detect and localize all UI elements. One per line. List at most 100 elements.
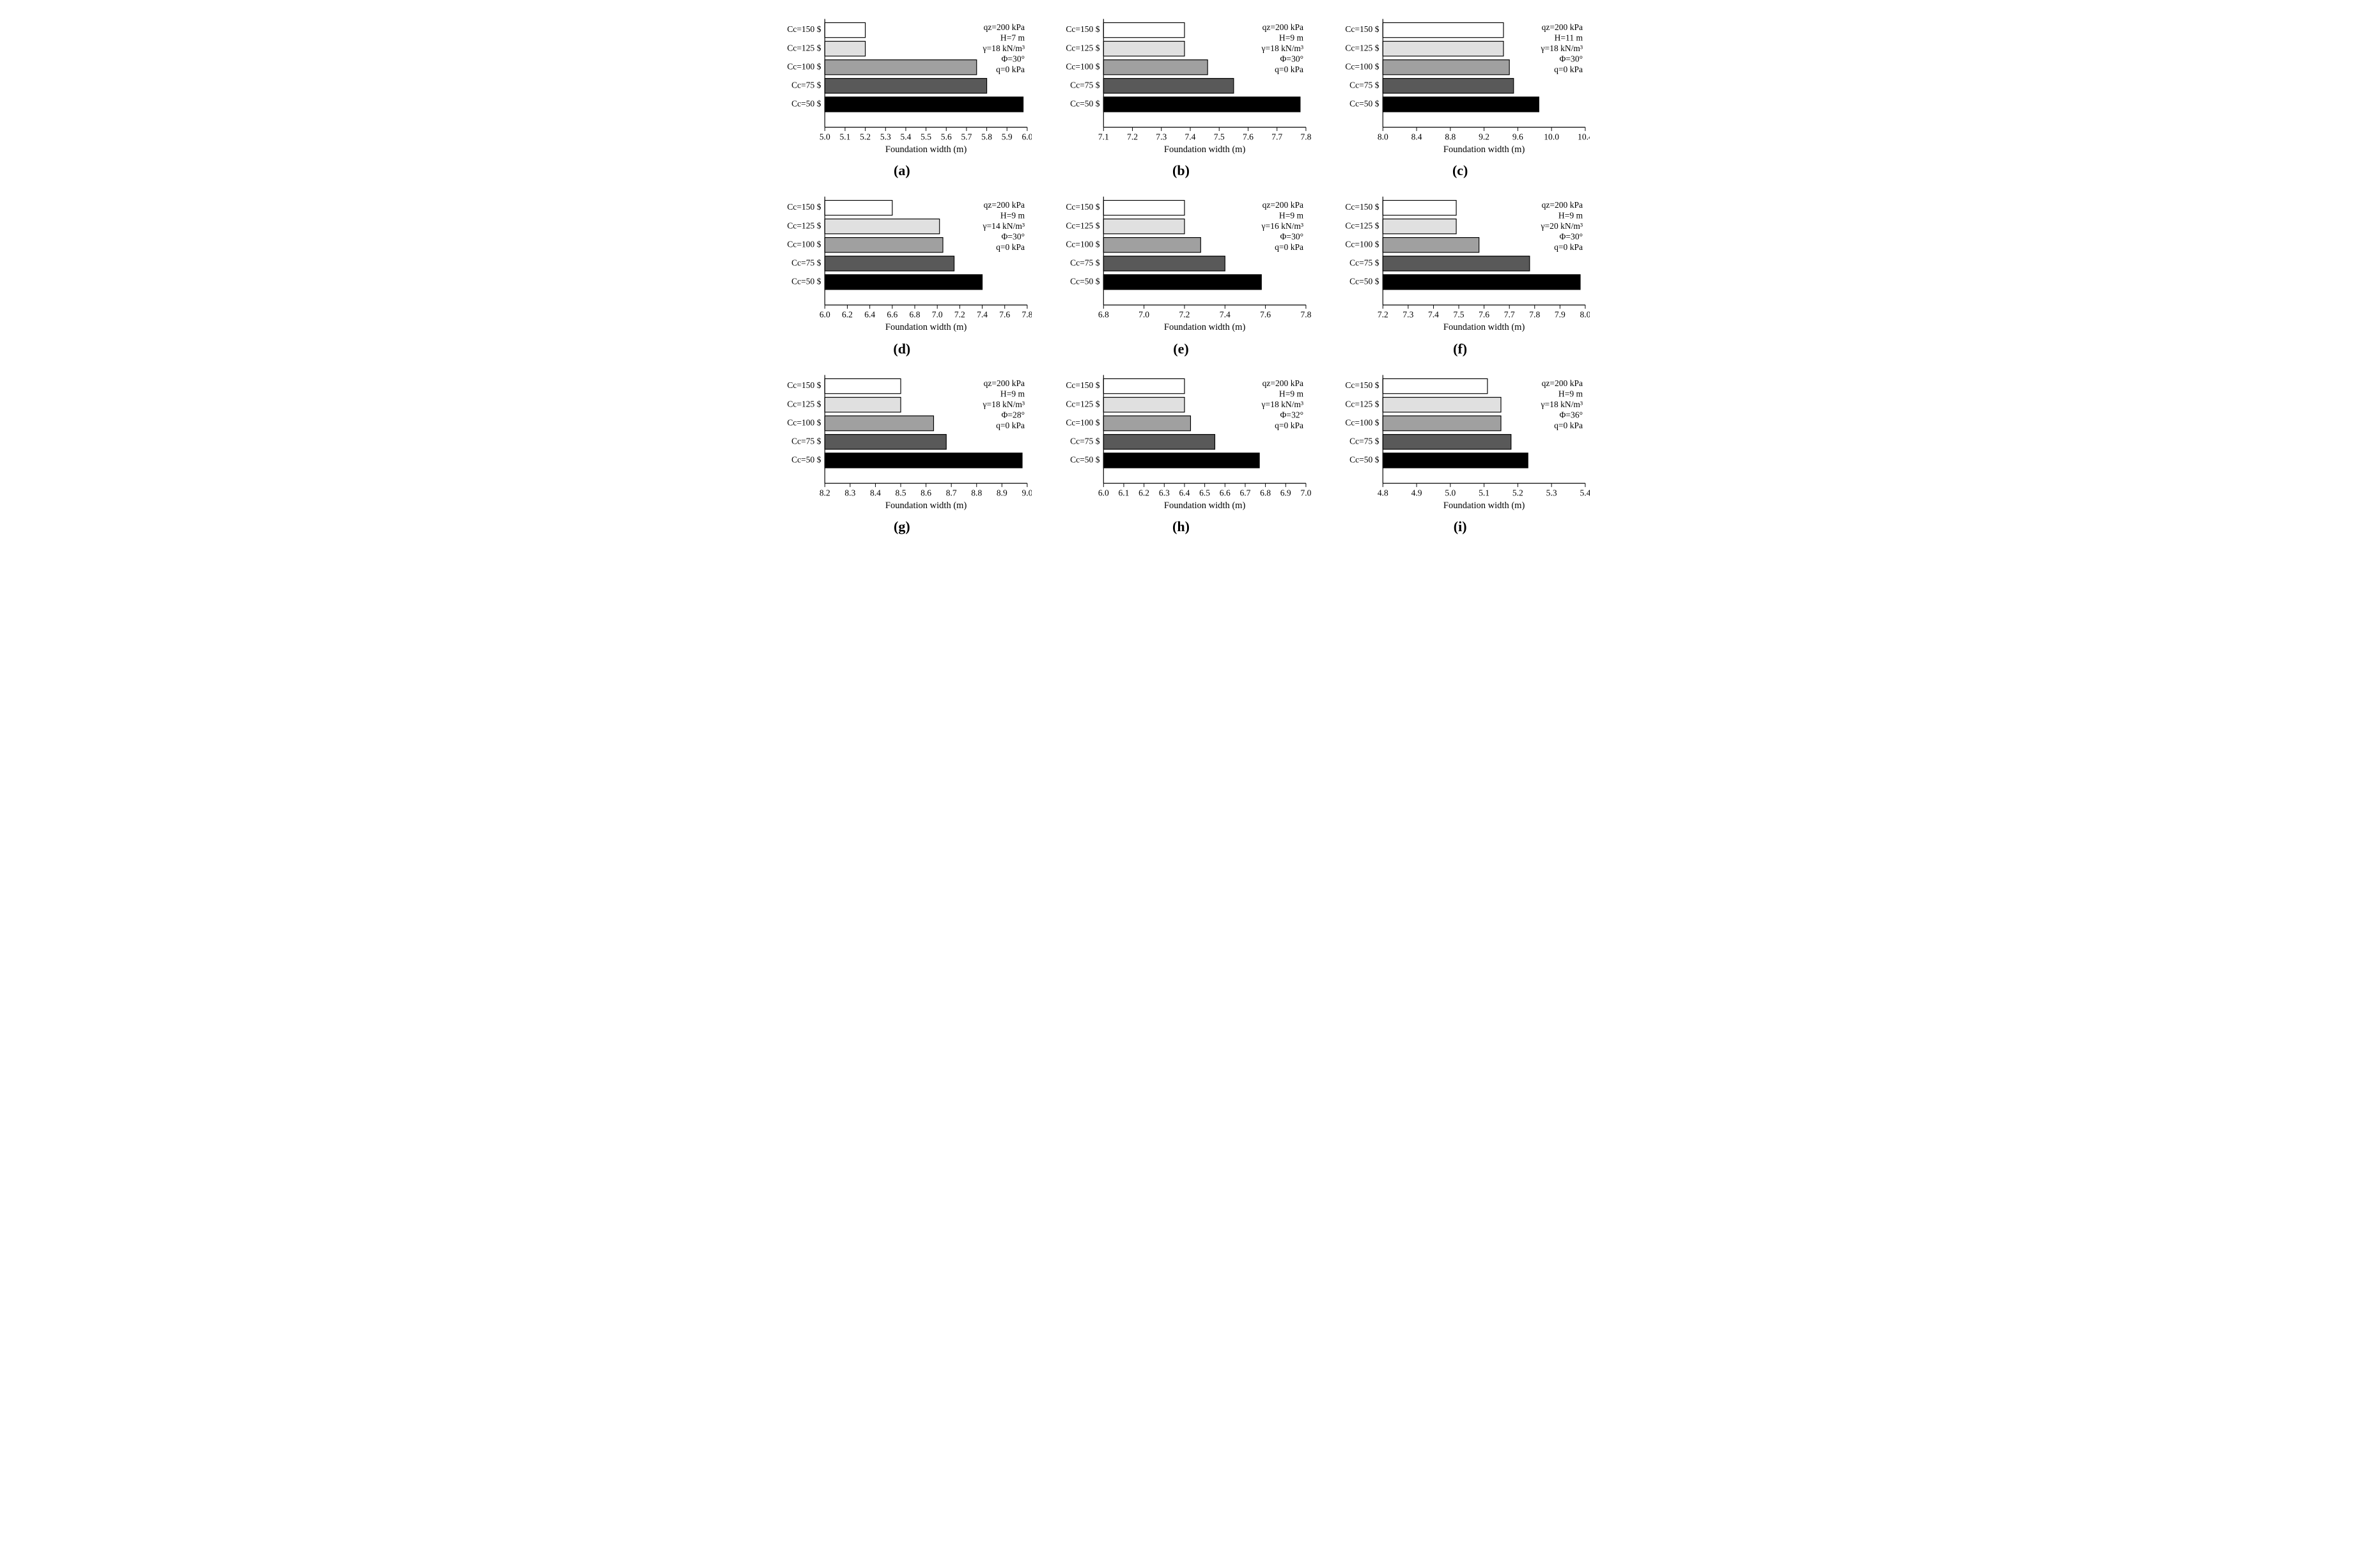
category-label: Cc=100 $ [1066, 240, 1099, 249]
x-tick-label: 8.7 [945, 488, 956, 497]
annotation-line: γ=18 kN/m³ [1261, 400, 1303, 409]
panel-sublabel-a: (a) [894, 162, 910, 179]
panel-e: Cc=150 $Cc=125 $Cc=100 $Cc=75 $Cc=50 $6.… [1051, 190, 1311, 357]
bar-i-4 [1383, 453, 1528, 467]
bar-h-4 [1103, 453, 1259, 467]
category-label: Cc=75 $ [1070, 80, 1100, 89]
chart-panel-g: Cc=150 $Cc=125 $Cc=100 $Cc=75 $Cc=50 $8.… [772, 369, 1032, 517]
x-tick-label: 7.2 [1378, 310, 1388, 320]
bar-c-1 [1383, 42, 1503, 56]
x-tick-label: 6.1 [1119, 488, 1130, 497]
annotation-line: q=0 kPa [996, 242, 1025, 252]
bar-i-3 [1383, 434, 1511, 449]
annotation-line: qz=200 kPa [1541, 22, 1582, 32]
category-label: Cc=75 $ [791, 80, 821, 89]
x-tick-label: 5.1 [839, 132, 850, 141]
x-tick-label: 6.8 [909, 310, 920, 320]
x-tick-label: 6.6 [1220, 488, 1231, 497]
bar-e-1 [1103, 219, 1185, 234]
annotation-line: H=9 m [1279, 389, 1304, 398]
bar-g-3 [825, 434, 946, 449]
category-label: Cc=50 $ [1349, 98, 1379, 108]
annotation-line: γ=16 kN/m³ [1261, 221, 1303, 231]
annotation-line: q=0 kPa [1554, 421, 1583, 430]
x-tick-label: 8.4 [869, 488, 880, 497]
bar-b-1 [1103, 42, 1185, 56]
annotation-line: qz=200 kPa [983, 200, 1024, 210]
bar-h-2 [1103, 415, 1190, 430]
category-label: Cc=75 $ [791, 436, 821, 446]
x-tick-label: 5.3 [1546, 488, 1557, 497]
chart-panel-h: Cc=150 $Cc=125 $Cc=100 $Cc=75 $Cc=50 $6.… [1051, 369, 1311, 517]
category-label: Cc=50 $ [791, 277, 821, 286]
annotation-line: Φ=30° [1559, 232, 1583, 242]
category-label: Cc=75 $ [1070, 436, 1100, 446]
annotation-line: H=9 m [1279, 33, 1304, 42]
chart-panel-a: Cc=150 $Cc=125 $Cc=100 $Cc=75 $Cc=50 $5.… [772, 13, 1032, 161]
annotation-line: H=9 m [1000, 211, 1025, 221]
bar-e-2 [1103, 238, 1200, 252]
x-tick-label: 7.3 [1402, 310, 1413, 320]
panel-sublabel-h: (h) [1172, 518, 1190, 535]
x-tick-label: 5.0 [1445, 488, 1456, 497]
x-tick-label: 8.9 [996, 488, 1007, 497]
panel-i: Cc=150 $Cc=125 $Cc=100 $Cc=75 $Cc=50 $4.… [1330, 369, 1590, 535]
annotation-line: H=11 m [1554, 33, 1583, 42]
annotation-line: γ=14 kN/m³ [982, 221, 1024, 231]
category-label: Cc=50 $ [1349, 454, 1379, 464]
bar-a-3 [825, 79, 986, 93]
panel-f: Cc=150 $Cc=125 $Cc=100 $Cc=75 $Cc=50 $7.… [1330, 190, 1590, 357]
category-label: Cc=125 $ [787, 399, 821, 408]
category-label: Cc=75 $ [1349, 436, 1379, 446]
bar-a-4 [825, 97, 1023, 112]
panel-sublabel-b: (b) [1172, 162, 1190, 179]
panel-c: Cc=150 $Cc=125 $Cc=100 $Cc=75 $Cc=50 $8.… [1330, 13, 1590, 179]
annotation-line: H=7 m [1000, 33, 1025, 42]
annotation-line: qz=200 kPa [1263, 200, 1303, 210]
x-tick-label: 7.0 [1138, 310, 1149, 320]
x-tick-label: 7.8 [1301, 310, 1311, 320]
bar-i-2 [1383, 415, 1501, 430]
x-tick-label: 8.2 [819, 488, 830, 497]
annotation-line: Φ=30° [1001, 54, 1025, 63]
chart-panel-e: Cc=150 $Cc=125 $Cc=100 $Cc=75 $Cc=50 $6.… [1051, 190, 1311, 339]
x-axis-label: Foundation width (m) [885, 501, 967, 511]
x-tick-label: 5.4 [900, 132, 911, 141]
bar-f-0 [1383, 201, 1456, 215]
x-tick-label: 7.8 [1529, 310, 1540, 320]
category-label: Cc=100 $ [787, 240, 821, 249]
x-axis-label: Foundation width (m) [1164, 501, 1246, 511]
x-tick-label: 7.6 [999, 310, 1010, 320]
category-label: Cc=100 $ [1345, 417, 1379, 427]
category-label: Cc=150 $ [787, 380, 821, 390]
chart-panel-b: Cc=150 $Cc=125 $Cc=100 $Cc=75 $Cc=50 $7.… [1051, 13, 1311, 161]
x-tick-label: 5.4 [1580, 488, 1590, 497]
bar-b-0 [1103, 22, 1185, 37]
x-tick-label: 5.3 [880, 132, 890, 141]
panel-g: Cc=150 $Cc=125 $Cc=100 $Cc=75 $Cc=50 $8.… [772, 369, 1032, 535]
chart-grid: Cc=150 $ Cc=125 $ Cc=100 $ Cc=75 $ Cc=50 $ 5.… [772, 13, 1590, 535]
x-tick-label: 7.8 [1022, 310, 1032, 320]
x-axis-label: Foundation width (m) [1443, 501, 1525, 511]
annotation-line: q=0 kPa [1275, 65, 1303, 74]
annotation-line: Φ=30° [1280, 232, 1304, 242]
bar-h-1 [1103, 397, 1185, 412]
bar-d-3 [825, 256, 954, 271]
annotation-line: γ=18 kN/m³ [1540, 43, 1582, 53]
bar-c-0 [1383, 22, 1503, 37]
x-tick-label: 8.4 [1411, 132, 1422, 141]
x-tick-label: 5.6 [940, 132, 951, 141]
category-label: Cc=150 $ [1345, 24, 1379, 34]
x-tick-label: 7.2 [954, 310, 965, 320]
annotation-line: γ=18 kN/m³ [982, 43, 1024, 53]
x-tick-label: 8.0 [1378, 132, 1388, 141]
category-label: Cc=50 $ [791, 98, 821, 108]
category-label: Cc=125 $ [1345, 43, 1379, 52]
x-tick-label: 8.0 [1580, 310, 1590, 320]
annotation-line: Φ=30° [1001, 232, 1025, 242]
bar-h-3 [1103, 434, 1215, 449]
chart-panel-d: Cc=150 $Cc=125 $Cc=100 $Cc=75 $Cc=50 $6.… [772, 190, 1032, 339]
bar-b-3 [1103, 79, 1234, 93]
x-tick-label: 6.0 [819, 310, 830, 320]
bar-h-0 [1103, 378, 1185, 393]
